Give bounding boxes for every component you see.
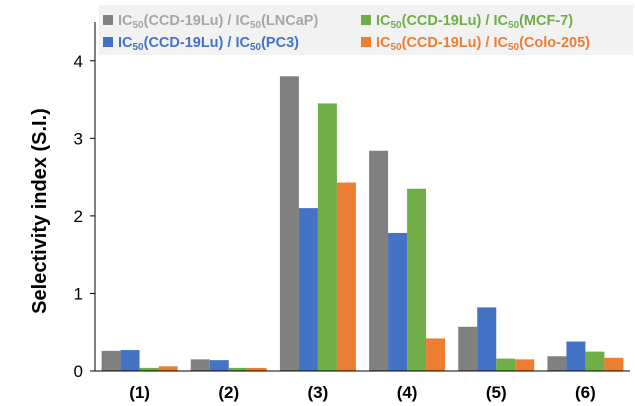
y-tick-label: 3	[74, 129, 83, 148]
legend-label: IC50(CCD-19Lu) / IC50(LNCaP)	[118, 13, 318, 31]
legend-text-part: IC	[118, 35, 133, 51]
bar-4-series-1	[369, 150, 389, 371]
legend-subscript: 50	[133, 42, 145, 53]
legend-subscript: 50	[250, 42, 262, 53]
bar-2-series-2	[209, 360, 229, 371]
bar-1-series-1	[101, 350, 121, 371]
legend-entry-3: IC50(CCD-19Lu) / IC50(MCF-7)	[361, 13, 573, 31]
bar-3-series-1	[279, 76, 299, 372]
bar-4-series-4	[426, 338, 446, 371]
bar-1-series-4	[158, 366, 178, 371]
legend-swatch	[103, 15, 113, 25]
x-tick-label: (4)	[397, 383, 418, 402]
bars	[101, 76, 624, 372]
bar-4-series-2	[388, 232, 408, 371]
bar-6-series-2	[566, 341, 586, 371]
legend-subscript: 50	[391, 42, 403, 53]
x-tick-label: (6)	[575, 383, 596, 402]
bar-3-series-3	[317, 103, 337, 371]
bar-6-series-3	[585, 351, 605, 371]
legend-text-part: (LNCaP)	[261, 13, 318, 29]
bar-2-series-3	[228, 367, 248, 371]
legend-subscript: 50	[133, 20, 145, 31]
bar-3-series-2	[298, 208, 318, 371]
x-tick-label: (3)	[308, 383, 329, 402]
bar-4-series-3	[407, 188, 427, 371]
legend-text-part: (CCD-19Lu) / IC	[144, 13, 251, 29]
legend-text-part: IC	[118, 13, 133, 29]
legend-swatch	[361, 37, 371, 47]
bar-1-series-3	[139, 367, 159, 371]
legend-text-part: (CCD-19Lu) / IC	[144, 35, 251, 51]
bar-5-series-2	[477, 307, 497, 371]
bar-1-series-2	[120, 350, 140, 371]
legend-entry-4: IC50(CCD-19Lu) / IC50(Colo-205)	[361, 35, 590, 53]
y-tick-label: 1	[74, 284, 83, 303]
bar-5-series-4	[515, 359, 535, 371]
legend-subscript: 50	[391, 20, 403, 31]
axes: 0 1 2 3 4 (1) (2) (3) (4) (5) (6)	[74, 22, 630, 402]
legend-text-part: (CCD-19Lu) / IC	[402, 35, 509, 51]
legend-text-part: (CCD-19Lu) / IC	[402, 13, 509, 29]
y-axis-label: Selectivity index (S.I.)	[29, 108, 51, 314]
legend-text-part: (Colo-205)	[519, 35, 590, 51]
y-tick-label: 0	[74, 362, 83, 381]
legend-label: IC50(CCD-19Lu) / IC50(PC3)	[118, 35, 299, 53]
legend-swatch	[103, 37, 113, 47]
legend-subscript: 50	[508, 20, 520, 31]
legend-text-part: (PC3)	[261, 35, 299, 51]
y-tick-label: 2	[74, 207, 83, 226]
legend: IC50(CCD-19Lu) / IC50(LNCaP)IC50(CCD-19L…	[99, 5, 633, 55]
bar-3-series-4	[336, 182, 356, 371]
bar-2-series-1	[190, 359, 210, 371]
bar-6-series-1	[547, 356, 567, 371]
legend-text-part: IC	[376, 35, 391, 51]
x-tick-label: (1)	[129, 383, 150, 402]
legend-label: IC50(CCD-19Lu) / IC50(Colo-205)	[376, 35, 590, 53]
x-tick-label: (2)	[218, 383, 239, 402]
bar-6-series-4	[604, 357, 624, 371]
legend-text-part: IC	[376, 13, 391, 29]
legend-entry-1: IC50(CCD-19Lu) / IC50(LNCaP)	[103, 13, 318, 31]
legend-text-part: (MCF-7)	[519, 13, 573, 29]
x-tick-label: (5)	[486, 383, 507, 402]
legend-label: IC50(CCD-19Lu) / IC50(MCF-7)	[376, 13, 573, 31]
bar-5-series-1	[458, 326, 478, 371]
bar-2-series-4	[247, 367, 267, 371]
legend-subscript: 50	[250, 20, 262, 31]
bar-5-series-3	[496, 358, 516, 371]
legend-swatch	[361, 15, 371, 25]
y-tick-label: 4	[74, 52, 83, 71]
legend-entry-2: IC50(CCD-19Lu) / IC50(PC3)	[103, 35, 299, 53]
legend-subscript: 50	[508, 42, 520, 53]
